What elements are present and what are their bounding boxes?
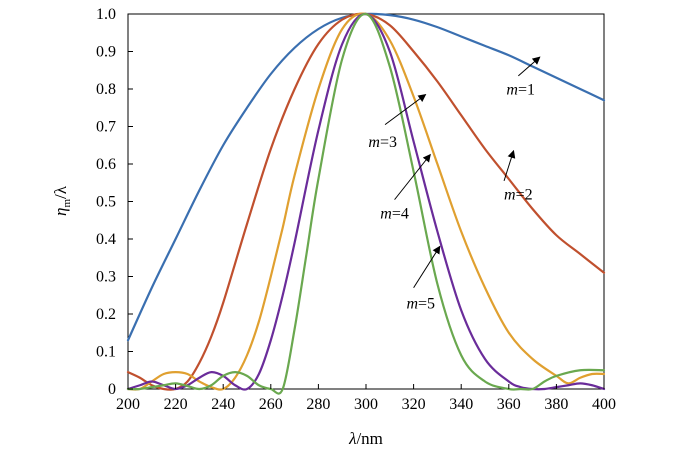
x-axis-title-lambda: λ xyxy=(348,429,356,448)
series-line-m4 xyxy=(126,12,606,391)
y-tick-label: 0.2 xyxy=(96,306,116,323)
x-tick-label: 380 xyxy=(544,396,568,413)
y-axis-title-sub: m xyxy=(61,199,73,208)
annotation-arrow-m3 xyxy=(384,94,427,126)
x-tick-label: 400 xyxy=(592,396,616,413)
x-tick-label: 340 xyxy=(449,396,473,413)
annotation-arrow-m2 xyxy=(503,149,516,182)
y-tick-label: 0 xyxy=(108,381,116,398)
y-axis-title: ηm/λ xyxy=(51,185,73,216)
x-axis-title-unit: /nm xyxy=(356,429,382,448)
y-tick-label: 0.4 xyxy=(96,231,116,248)
y-axis-title-main: η xyxy=(51,208,70,216)
annotation-arrow-m4 xyxy=(394,153,431,200)
y-tick-label: 0.1 xyxy=(96,344,116,361)
x-tick-label: 220 xyxy=(164,396,188,413)
series-line-m3 xyxy=(126,12,606,391)
annotation-label-m4: m=4 xyxy=(380,205,409,222)
annotation-label-m5: m=5 xyxy=(406,295,435,312)
y-axis-title-suffix: /λ xyxy=(51,185,70,199)
y-tick-label: 0.3 xyxy=(96,269,116,286)
y-tick-label: 0.6 xyxy=(96,156,116,173)
x-tick-label: 240 xyxy=(211,396,235,413)
annotation-arrow-m1 xyxy=(517,56,541,77)
annotation-label-m1: m=1 xyxy=(506,82,535,99)
y-tick-label: 0.9 xyxy=(96,44,116,61)
y-tick-label: 0.8 xyxy=(96,81,116,98)
x-tick-label: 360 xyxy=(497,396,521,413)
x-tick-label: 200 xyxy=(116,396,140,413)
x-tick-label: 260 xyxy=(259,396,283,413)
series-line-m5 xyxy=(126,12,606,395)
annotation-label-m2: m=2 xyxy=(504,187,533,204)
tick-layer: 200 220 240 260 280 300 320 340 360 380 400 0 0.1 0.2… xyxy=(96,6,616,413)
y-tick-label: 0.7 xyxy=(96,119,116,136)
y-tick-label: 0.5 xyxy=(96,194,116,211)
annotation-label-m3: m=3 xyxy=(368,134,397,151)
annotation-layer: m=1 m=2 m=3 m=4 m=5 xyxy=(368,56,541,312)
annotation-arrow-m5 xyxy=(413,245,441,289)
x-axis-title: λ/nm xyxy=(348,429,383,448)
x-tick-label: 300 xyxy=(354,396,378,413)
y-tick-label: 1.0 xyxy=(96,6,116,23)
x-tick-label: 320 xyxy=(402,396,426,413)
x-tick-label: 280 xyxy=(306,396,330,413)
